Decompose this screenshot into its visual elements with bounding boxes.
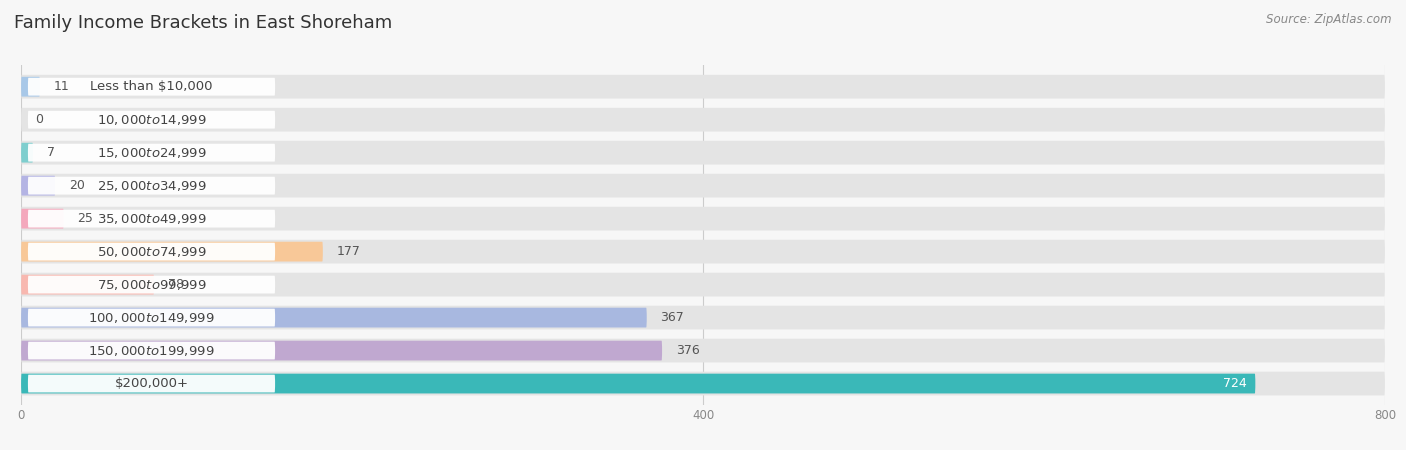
FancyBboxPatch shape [21,341,662,360]
FancyBboxPatch shape [28,177,276,194]
FancyBboxPatch shape [21,77,39,97]
Text: $10,000 to $14,999: $10,000 to $14,999 [97,112,207,127]
Text: $150,000 to $199,999: $150,000 to $199,999 [89,343,215,358]
FancyBboxPatch shape [21,108,1385,131]
Text: $15,000 to $24,999: $15,000 to $24,999 [97,146,207,160]
Text: 177: 177 [336,245,360,258]
Text: Family Income Brackets in East Shoreham: Family Income Brackets in East Shoreham [14,14,392,32]
Text: $35,000 to $49,999: $35,000 to $49,999 [97,212,207,225]
FancyBboxPatch shape [28,210,276,228]
FancyBboxPatch shape [21,339,1385,362]
FancyBboxPatch shape [21,176,55,196]
Text: 376: 376 [676,344,699,357]
FancyBboxPatch shape [28,111,276,129]
FancyBboxPatch shape [21,174,1385,198]
Text: 0: 0 [35,113,42,126]
FancyBboxPatch shape [21,209,63,229]
FancyBboxPatch shape [21,143,32,162]
Text: $200,000+: $200,000+ [114,377,188,390]
FancyBboxPatch shape [21,75,1385,99]
Text: Less than $10,000: Less than $10,000 [90,80,212,93]
FancyBboxPatch shape [21,273,1385,297]
Text: $25,000 to $34,999: $25,000 to $34,999 [97,179,207,193]
Text: $50,000 to $74,999: $50,000 to $74,999 [97,245,207,259]
FancyBboxPatch shape [21,274,155,294]
FancyBboxPatch shape [21,372,1385,396]
Text: 20: 20 [69,179,84,192]
FancyBboxPatch shape [21,141,1385,165]
FancyBboxPatch shape [28,144,276,162]
Text: 25: 25 [77,212,93,225]
FancyBboxPatch shape [21,306,1385,329]
FancyBboxPatch shape [28,375,276,392]
Text: 367: 367 [661,311,685,324]
Text: 724: 724 [1223,377,1247,390]
FancyBboxPatch shape [21,242,323,261]
FancyBboxPatch shape [21,240,1385,264]
FancyBboxPatch shape [28,243,276,261]
FancyBboxPatch shape [21,308,647,328]
FancyBboxPatch shape [28,342,276,360]
FancyBboxPatch shape [28,276,276,293]
FancyBboxPatch shape [28,309,276,327]
Text: $100,000 to $149,999: $100,000 to $149,999 [89,310,215,324]
FancyBboxPatch shape [21,207,1385,230]
Text: Source: ZipAtlas.com: Source: ZipAtlas.com [1267,14,1392,27]
Text: $75,000 to $99,999: $75,000 to $99,999 [97,278,207,292]
Text: 11: 11 [53,80,69,93]
Text: 7: 7 [46,146,55,159]
FancyBboxPatch shape [28,78,276,95]
FancyBboxPatch shape [21,374,1256,393]
Text: 78: 78 [167,278,184,291]
